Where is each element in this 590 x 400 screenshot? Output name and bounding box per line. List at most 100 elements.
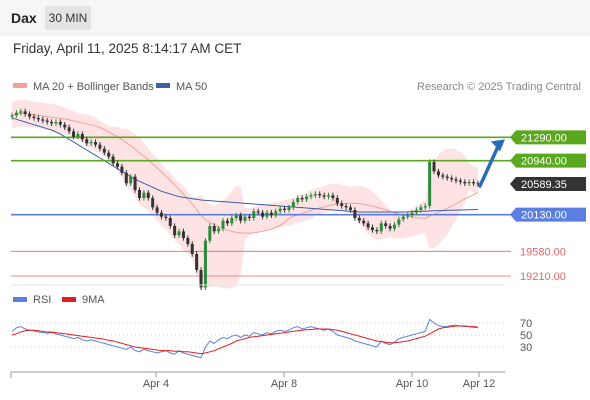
candle-body-23 [111,156,115,164]
candle-body-10 [54,122,58,124]
candle-body-24 [116,163,120,167]
candle-body-66 [300,198,304,200]
level-tag-0 [510,130,586,145]
candle-body-33 [155,207,159,213]
candle-body-14 [72,131,76,137]
candle-body-99 [445,176,449,178]
candle-body-11 [58,122,62,125]
top-bar: Dax 30 MIN [0,0,590,36]
level-label-text-0: 21290.00 [521,132,567,144]
candle-body-15 [76,134,80,137]
legend-label-ma50: MA 50 [176,81,207,93]
candle-body-21 [102,148,106,153]
rsi-legend-swatch [13,297,27,302]
candle-body-61 [278,208,282,212]
candle-body-94 [423,206,427,208]
candle-body-104 [467,182,471,184]
candle-body-98 [441,175,445,177]
level-tag-1 [510,153,586,168]
candle-body-88 [397,219,401,225]
candle-body-12 [63,124,67,128]
ma50-line [11,117,479,213]
level-label-text-1: 20940.00 [521,156,567,168]
level-label-text-3: 20130.00 [521,210,567,222]
candle-body-2 [19,111,23,113]
x-tick-label-1: Apr 8 [271,378,297,390]
candle-body-84 [379,223,383,232]
rsi-legend-label: RSI [33,294,51,306]
candle-body-82 [370,227,374,230]
candle-body-57 [261,212,265,217]
candle-body-17 [85,139,89,144]
candle-body-26 [124,172,128,184]
candle-body-39 [181,231,185,238]
candle-body-73 [331,195,335,198]
candle-body-90 [406,215,410,217]
forecast-arrow-head [491,139,505,152]
candle-body-9 [50,122,54,124]
candle-body-69 [313,194,317,196]
candle-body-54 [247,216,251,218]
candle-body-8 [45,120,49,122]
candle-body-62 [283,208,287,210]
x-tick-label-3: Apr 12 [463,378,495,390]
candle-body-102 [458,180,462,182]
rsi-line [11,318,479,359]
legend-label-ma20: MA 20 + Bollinger Bands [33,81,154,93]
candle-body-70 [318,194,322,196]
candle-body-56 [256,211,260,213]
candle-body-47 [217,228,221,232]
level-label-4: 19580.00 [520,246,566,258]
candle-body-89 [401,216,405,220]
candle-body-18 [89,142,93,144]
candle-body-32 [151,198,155,208]
candle-body-27 [129,176,133,184]
candle-body-97 [436,171,440,176]
candle-body-13 [67,127,71,132]
x-tick-label-2: Apr 10 [396,378,428,390]
candle-body-28 [133,176,137,190]
candle-body-43 [199,270,203,288]
symbol-label: Dax [11,10,37,26]
candle-body-65 [296,198,300,202]
candle-body-6 [36,118,40,120]
candle-body-93 [419,207,423,210]
candle-body-76 [344,206,348,208]
candle-body-103 [463,182,467,184]
candle-body-4 [28,114,32,117]
candle-body-79 [357,218,361,221]
candle-body-0 [10,115,14,117]
candle-body-48 [221,220,225,229]
candle-body-92 [414,210,418,213]
legend-swatch-ma20 [13,83,27,88]
candle-body-20 [98,144,102,149]
candle-body-3 [23,111,27,114]
candle-body-81 [366,223,370,228]
candle-body-22 [107,152,111,157]
legend-swatch-ma50 [156,83,170,88]
candle-body-85 [384,223,388,226]
candle-body-80 [362,220,366,224]
timestamp-label: Friday, April 11, 2025 8:14:17 AM CET [13,41,242,56]
level-label-text-2: 20589.35 [521,179,567,191]
candle-body-91 [410,212,414,216]
credit-label: Research © 2025 Trading Central [417,81,581,93]
candle-body-83 [375,230,379,232]
candle-body-58 [265,212,269,217]
candle-body-75 [340,203,344,206]
candle-body-36 [168,218,172,226]
candle-body-55 [252,211,256,218]
candle-body-68 [309,195,313,197]
rsi-tick-0: 70 [520,318,532,330]
rsi-tick-2: 30 [520,342,532,354]
rsi-ma-line [11,325,479,355]
rsi-ma-legend-swatch [62,297,76,302]
candle-body-40 [186,238,190,244]
timeframe-button[interactable]: 30 MIN [45,6,91,30]
candle-body-64 [291,202,295,208]
x-tick-label-0: Apr 4 [143,378,169,390]
candle-body-46 [212,226,216,232]
candle-body-101 [454,179,458,181]
candle-body-106 [476,183,480,185]
